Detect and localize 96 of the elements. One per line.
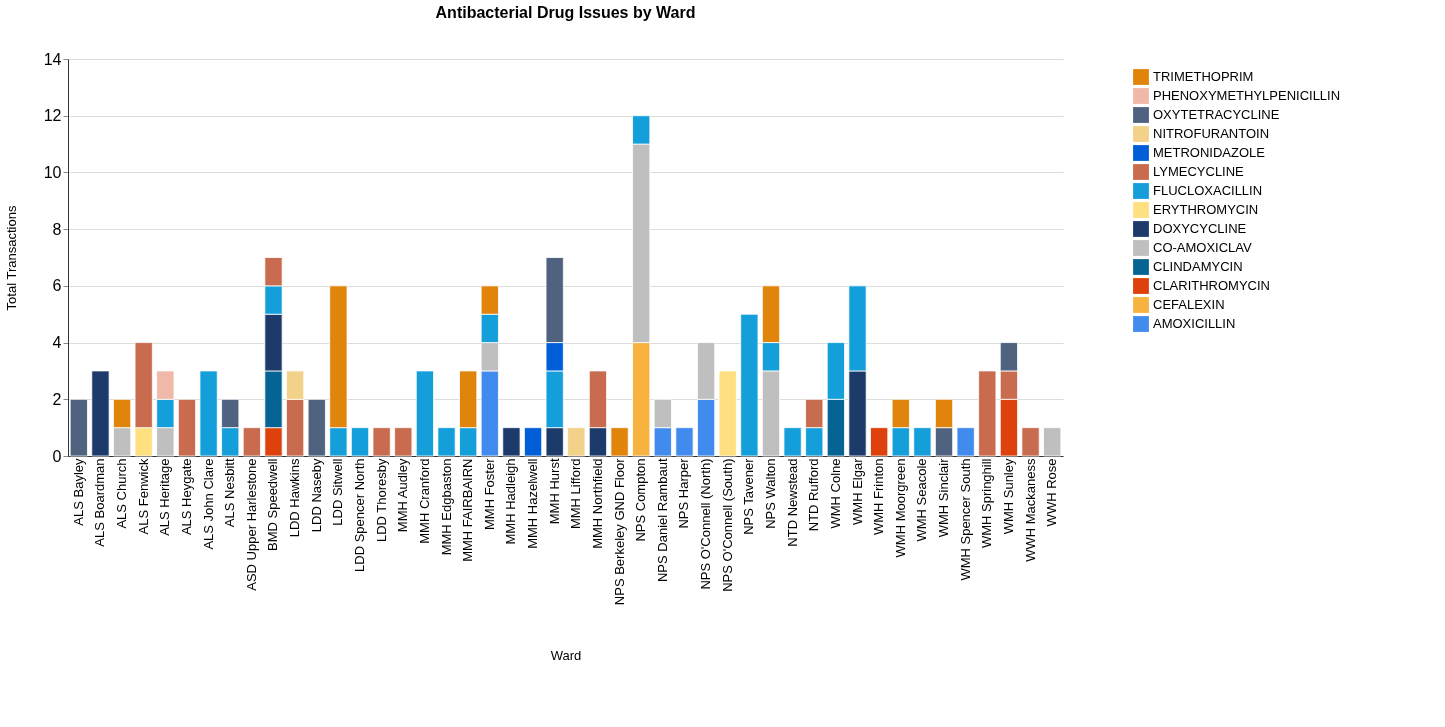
x-tick-label: NPS Walton	[762, 458, 778, 529]
bar	[69, 398, 88, 457]
x-tick-label: LDD Hawkins	[287, 458, 303, 538]
x-tick-label: WMH Spencer South	[957, 458, 973, 581]
x-tick-label: ALS Boardman	[92, 458, 108, 547]
x-tick-label: WMH Sunley	[1000, 458, 1016, 535]
y-axis-title: Total Transactions	[3, 205, 19, 311]
x-tick-label: WMH Elgar	[849, 457, 865, 525]
x-axis-title: Ward	[550, 648, 582, 664]
x-tick-label: WMH Moorgreen	[892, 458, 908, 558]
x-tick-label: LDD Thoresby	[373, 458, 389, 543]
bar	[567, 427, 586, 457]
x-tick-label: MMH Lifford	[568, 458, 584, 530]
legend-label: CO-AMOXICLAV	[1153, 240, 1253, 255]
y-tick-label: 4	[52, 334, 62, 352]
y-tick-label: 10	[43, 163, 62, 181]
bar	[610, 427, 629, 457]
bar	[870, 427, 889, 457]
x-tick-label: ALS Nesbitt	[222, 458, 238, 528]
x-tick-label: ALS Heritage	[157, 458, 173, 536]
bar	[524, 427, 543, 457]
bar	[437, 427, 456, 457]
bar	[372, 427, 391, 457]
x-tick-label: MMH Edgbaston	[438, 458, 454, 556]
legend-label: CLINDAMYCIN	[1153, 259, 1243, 274]
legend-label: TRIMETHOPRIM	[1153, 69, 1254, 84]
bar	[740, 313, 759, 457]
x-tick-label: ALS Heygate	[178, 458, 194, 536]
legend-label: METRONIDAZOLE	[1153, 145, 1266, 160]
bar	[675, 427, 694, 457]
y-tick-label: 12	[43, 107, 62, 125]
y-tick-label: 0	[52, 447, 62, 465]
x-tick-label: BMD Speedwell	[265, 458, 281, 551]
bar	[502, 427, 521, 457]
x-tick-label: ALS Church	[114, 458, 130, 529]
x-tick-label: ASD Upper Harlestone	[243, 458, 259, 591]
x-tick-label: NPS Berkeley GND Floor	[611, 457, 627, 606]
x-tick-label: MMH Hazelwell	[525, 458, 541, 549]
x-tick-label: LDD Sitwell	[330, 458, 346, 526]
legend-label: ERYTHROMYCIN	[1153, 202, 1259, 217]
legend-label: CLARITHROMYCIN	[1153, 278, 1271, 293]
x-tick-label: WMH Seacole	[914, 458, 930, 542]
x-tick-label: ALS Bayley	[70, 458, 86, 526]
x-tick-label: MMH Audley	[395, 458, 411, 533]
bar	[350, 427, 370, 457]
legend-label: OXYTETRACYCLINE	[1153, 107, 1280, 122]
bar	[415, 370, 434, 457]
x-tick-label: WMH Springhill	[979, 458, 995, 549]
bar	[307, 398, 326, 457]
y-tick-label: 6	[52, 277, 62, 295]
x-tick-label: NPS Daniel Rambaut	[654, 458, 670, 583]
x-tick-label: WWH Mackaness	[1022, 458, 1038, 562]
legend-label: DOXYCYCLINE	[1153, 221, 1247, 236]
y-tick-label: 2	[52, 390, 62, 408]
x-tick-label: MMH Hurst	[546, 458, 562, 525]
bar	[783, 427, 802, 457]
y-tick-label: 14	[43, 50, 62, 68]
x-tick-label: LDD Naseby	[308, 458, 324, 533]
bar	[242, 427, 261, 457]
x-tick-label: MMH Cranford	[416, 458, 432, 544]
y-tick-label: 8	[52, 220, 62, 238]
bar	[1021, 427, 1040, 457]
legend-label: LYMECYCLINE	[1153, 164, 1245, 179]
x-tick-label: NTD Rufford	[806, 458, 822, 532]
bar	[394, 427, 413, 457]
legend-label: FLUCLOXACILLIN	[1153, 183, 1263, 198]
legend-label: PHENOXYMETHYLPENICILLIN	[1153, 88, 1341, 103]
chart-title: Antibacterial Drug Issues by Ward	[435, 4, 696, 21]
legend-label: CEFALEXIN	[1153, 297, 1225, 312]
bar	[177, 398, 197, 457]
x-tick-label: ALS Fenwick	[135, 458, 151, 535]
x-tick-label: MMH Hadleigh	[503, 458, 519, 545]
x-tick-label: MMH Foster	[481, 457, 497, 530]
bar	[91, 370, 110, 457]
x-tick-label: NPS O'Connell (North)	[698, 458, 714, 590]
x-tick-label: WMH Colne	[827, 458, 843, 529]
x-tick-label: NPS O'Connell (South)	[719, 458, 735, 592]
bar	[956, 427, 975, 457]
x-tick-label: LDD Spencer North	[352, 458, 368, 572]
x-tick-label: NPS Compton	[633, 458, 649, 542]
x-tick-label: WMH Sinclair	[936, 457, 952, 538]
x-tick-label: NTD Newstead	[784, 458, 800, 547]
legend-label: NITROFURANTOIN	[1153, 126, 1270, 141]
bar	[718, 370, 737, 457]
x-tick-label: NPS Tavener	[741, 457, 757, 535]
x-tick-label: NPS Harper	[676, 457, 692, 529]
bar	[1043, 427, 1062, 457]
legend-label: AMOXICILLIN	[1153, 316, 1236, 331]
bar	[978, 370, 997, 457]
x-tick-label: MMH Northfield	[589, 458, 605, 549]
x-tick-label: ALS John Clare	[200, 458, 216, 550]
x-tick-label: WMH Frinton	[871, 458, 887, 536]
x-tick-label: MMH FAIRBAIRN	[460, 458, 476, 562]
x-tick-label: WWH Rose	[1044, 458, 1060, 527]
bar	[913, 427, 932, 457]
bar	[199, 370, 218, 457]
